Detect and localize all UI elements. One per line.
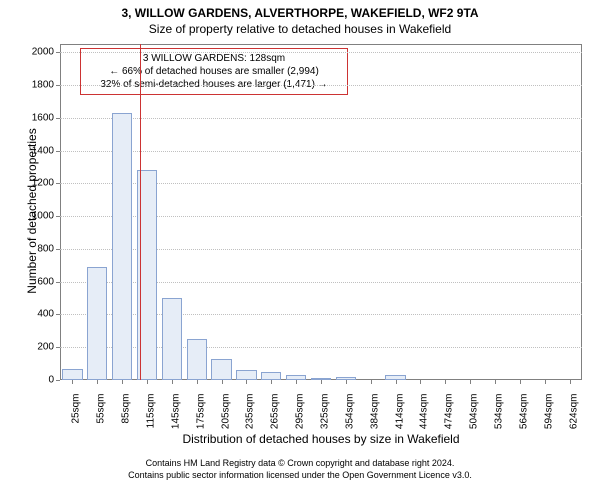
x-tick-mark (570, 380, 571, 384)
x-tick-label: 384sqm (369, 394, 380, 444)
annotation-line-1: 3 WILLOW GARDENS: 128sqm (87, 52, 341, 65)
bar (336, 377, 356, 380)
y-tick-label: 1600 (26, 112, 54, 123)
x-tick-label: 205sqm (220, 394, 231, 444)
y-tick-label: 200 (26, 342, 54, 353)
x-tick-label: 414sqm (394, 394, 405, 444)
y-tick-label: 600 (26, 276, 54, 287)
gridline (60, 85, 582, 86)
gridline (60, 118, 582, 119)
x-tick-mark (72, 380, 73, 384)
footer-line-1: Contains HM Land Registry data © Crown c… (0, 458, 600, 470)
bar (236, 370, 256, 380)
x-tick-label: 115sqm (146, 394, 157, 444)
y-tick-label: 1000 (26, 211, 54, 222)
x-tick-mark (296, 380, 297, 384)
x-tick-label: 85sqm (121, 394, 132, 444)
y-tick-label: 400 (26, 309, 54, 320)
y-tick-label: 0 (26, 375, 54, 386)
footer-line-2: Contains public sector information licen… (0, 470, 600, 482)
chart-root: 3, WILLOW GARDENS, ALVERTHORPE, WAKEFIEL… (0, 0, 600, 500)
bar (211, 359, 231, 380)
bar (187, 339, 207, 380)
x-tick-mark (271, 380, 272, 384)
x-tick-mark (97, 380, 98, 384)
x-tick-mark (346, 380, 347, 384)
x-tick-label: 55sqm (96, 394, 107, 444)
x-tick-label: 594sqm (543, 394, 554, 444)
x-tick-mark (396, 380, 397, 384)
x-tick-label: 265sqm (270, 394, 281, 444)
bar (385, 375, 405, 380)
x-tick-label: 504sqm (469, 394, 480, 444)
y-tick-label: 1400 (26, 145, 54, 156)
x-tick-label: 444sqm (419, 394, 430, 444)
bar (162, 298, 182, 380)
y-tick-label: 2000 (26, 47, 54, 58)
x-tick-mark (545, 380, 546, 384)
x-tick-label: 534sqm (494, 394, 505, 444)
x-tick-label: 235sqm (245, 394, 256, 444)
x-tick-mark (445, 380, 446, 384)
x-tick-mark (222, 380, 223, 384)
x-tick-label: 145sqm (170, 394, 181, 444)
annotation-line-2: ← 66% of detached houses are smaller (2,… (87, 65, 341, 78)
x-tick-mark (495, 380, 496, 384)
x-tick-label: 25sqm (71, 394, 82, 444)
x-tick-mark (470, 380, 471, 384)
bar (311, 378, 331, 380)
x-tick-mark (246, 380, 247, 384)
x-tick-label: 564sqm (518, 394, 529, 444)
x-tick-label: 295sqm (295, 394, 306, 444)
x-tick-label: 624sqm (568, 394, 579, 444)
bar (87, 267, 107, 380)
y-tick-mark (56, 380, 60, 381)
x-tick-label: 474sqm (444, 394, 455, 444)
x-tick-mark (122, 380, 123, 384)
x-tick-mark (420, 380, 421, 384)
footer-attribution: Contains HM Land Registry data © Crown c… (0, 458, 600, 481)
chart-title-address: 3, WILLOW GARDENS, ALVERTHORPE, WAKEFIEL… (0, 6, 600, 20)
bar (112, 113, 132, 380)
x-tick-mark (371, 380, 372, 384)
y-tick-label: 1800 (26, 79, 54, 90)
x-tick-mark (172, 380, 173, 384)
bar (261, 372, 281, 380)
x-tick-label: 175sqm (195, 394, 206, 444)
x-tick-mark (321, 380, 322, 384)
gridline (60, 52, 582, 53)
x-tick-mark (520, 380, 521, 384)
x-tick-mark (147, 380, 148, 384)
reference-line (140, 44, 141, 380)
y-tick-label: 800 (26, 243, 54, 254)
chart-subtitle: Size of property relative to detached ho… (0, 22, 600, 36)
bar (62, 369, 82, 380)
gridline (60, 151, 582, 152)
y-tick-label: 1200 (26, 178, 54, 189)
x-tick-label: 354sqm (344, 394, 355, 444)
bar (286, 375, 306, 380)
annotation-box: 3 WILLOW GARDENS: 128sqm ← 66% of detach… (80, 48, 348, 95)
x-tick-mark (197, 380, 198, 384)
x-tick-label: 325sqm (320, 394, 331, 444)
